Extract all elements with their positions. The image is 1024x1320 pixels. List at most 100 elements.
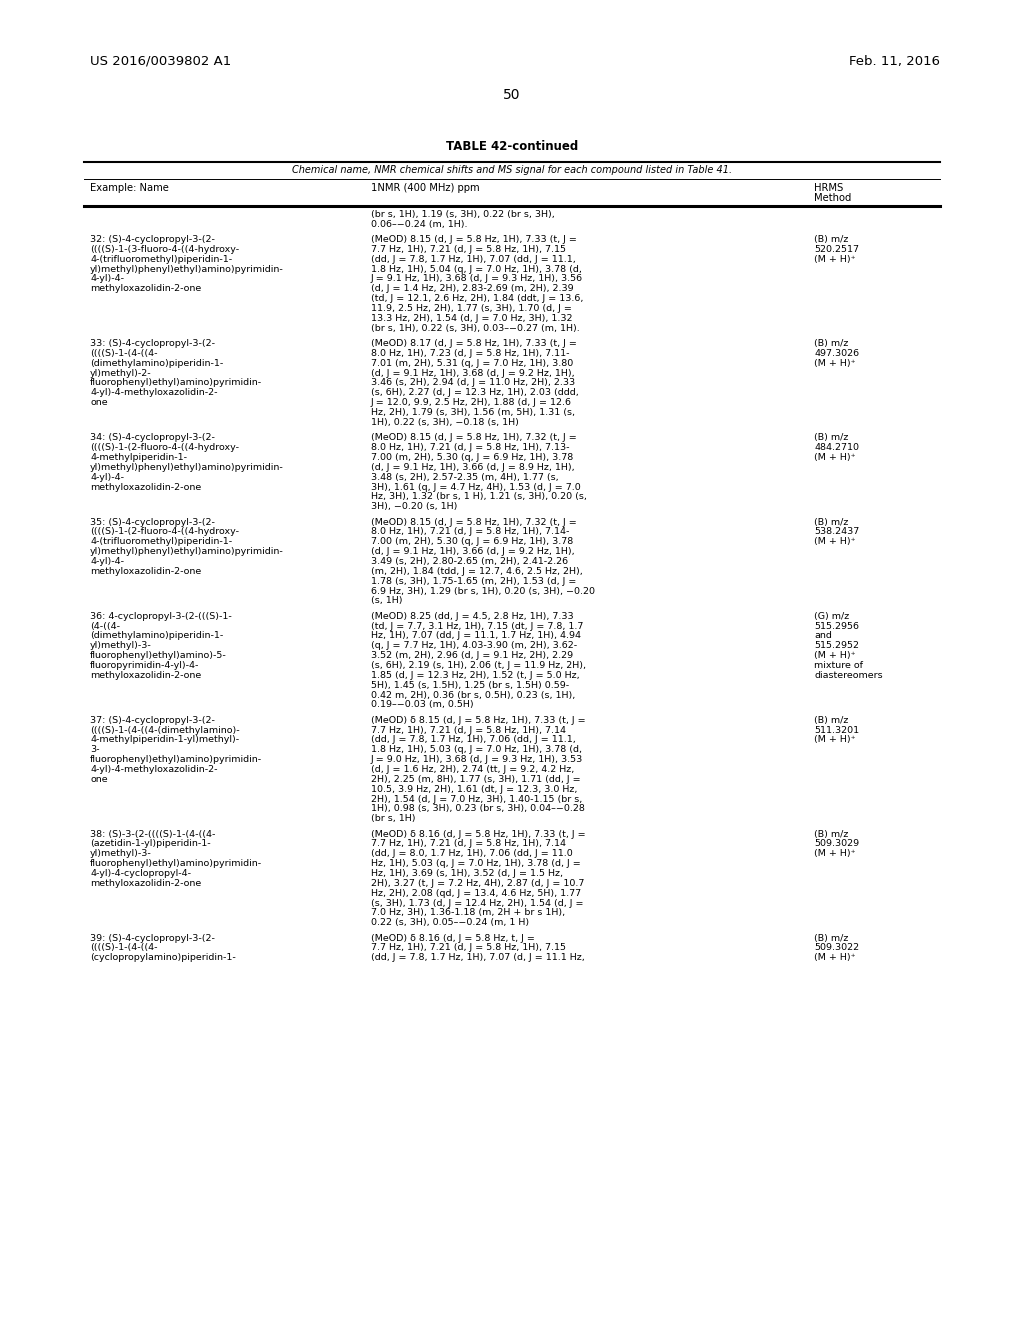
- Text: 32: (S)-4-cyclopropyl-3-(2-: 32: (S)-4-cyclopropyl-3-(2-: [90, 235, 215, 244]
- Text: (M + H)⁺: (M + H)⁺: [814, 537, 856, 546]
- Text: 7.7 Hz, 1H), 7.21 (d, J = 5.8 Hz, 1H), 7.15: 7.7 Hz, 1H), 7.21 (d, J = 5.8 Hz, 1H), 7…: [371, 246, 565, 253]
- Text: (s, 6H), 2.27 (d, J = 12.3 Hz, 1H), 2.03 (ddd,: (s, 6H), 2.27 (d, J = 12.3 Hz, 1H), 2.03…: [371, 388, 579, 397]
- Text: (MeOD) 8.17 (d, J = 5.8 Hz, 1H), 7.33 (t, J =: (MeOD) 8.17 (d, J = 5.8 Hz, 1H), 7.33 (t…: [371, 339, 577, 348]
- Text: (br s, 1H), 0.22 (s, 3H), 0.03–−0.27 (m, 1H).: (br s, 1H), 0.22 (s, 3H), 0.03–−0.27 (m,…: [371, 323, 580, 333]
- Text: 515.2952: 515.2952: [814, 642, 859, 651]
- Text: (dd, J = 7.8, 1.7 Hz, 1H), 7.06 (dd, J = 11.1,: (dd, J = 7.8, 1.7 Hz, 1H), 7.06 (dd, J =…: [371, 735, 575, 744]
- Text: (M + H)⁺: (M + H)⁺: [814, 735, 856, 744]
- Text: 7.7 Hz, 1H), 7.21 (d, J = 5.8 Hz, 1H), 7.14: 7.7 Hz, 1H), 7.21 (d, J = 5.8 Hz, 1H), 7…: [371, 840, 565, 849]
- Text: (MeOD) 8.25 (dd, J = 4.5, 2.8 Hz, 1H), 7.33: (MeOD) 8.25 (dd, J = 4.5, 2.8 Hz, 1H), 7…: [371, 611, 573, 620]
- Text: ((((S)-1-(2-fluoro-4-((4-hydroxy-: ((((S)-1-(2-fluoro-4-((4-hydroxy-: [90, 528, 240, 536]
- Text: (G) m/z: (G) m/z: [814, 611, 849, 620]
- Text: (MeOD) δ 8.16 (d, J = 5.8 Hz, 1H), 7.33 (t, J =: (MeOD) δ 8.16 (d, J = 5.8 Hz, 1H), 7.33 …: [371, 829, 586, 838]
- Text: ((((S)-1-(4-((4-: ((((S)-1-(4-((4-: [90, 944, 158, 953]
- Text: 35: (S)-4-cyclopropyl-3-(2-: 35: (S)-4-cyclopropyl-3-(2-: [90, 517, 215, 527]
- Text: Hz, 2H), 1.79 (s, 3H), 1.56 (m, 5H), 1.31 (s,: Hz, 2H), 1.79 (s, 3H), 1.56 (m, 5H), 1.3…: [371, 408, 574, 417]
- Text: (M + H)⁺: (M + H)⁺: [814, 359, 856, 368]
- Text: 13.3 Hz, 2H), 1.54 (d, J = 7.0 Hz, 3H), 1.32: 13.3 Hz, 2H), 1.54 (d, J = 7.0 Hz, 3H), …: [371, 314, 572, 323]
- Text: yl)methyl)-3-: yl)methyl)-3-: [90, 642, 152, 651]
- Text: 7.01 (m, 2H), 5.31 (q, J = 7.0 Hz, 1H), 3.80: 7.01 (m, 2H), 5.31 (q, J = 7.0 Hz, 1H), …: [371, 359, 573, 368]
- Text: 33: (S)-4-cyclopropyl-3-(2-: 33: (S)-4-cyclopropyl-3-(2-: [90, 339, 215, 348]
- Text: methyloxazolidin-2-one: methyloxazolidin-2-one: [90, 566, 202, 576]
- Text: 50: 50: [503, 88, 521, 102]
- Text: (dimethylamino)piperidin-1-: (dimethylamino)piperidin-1-: [90, 631, 223, 640]
- Text: methyloxazolidin-2-one: methyloxazolidin-2-one: [90, 671, 202, 680]
- Text: 1.78 (s, 3H), 1.75-1.65 (m, 2H), 1.53 (d, J =: 1.78 (s, 3H), 1.75-1.65 (m, 2H), 1.53 (d…: [371, 577, 577, 586]
- Text: (B) m/z: (B) m/z: [814, 433, 849, 442]
- Text: 8.0 Hz, 1H), 7.23 (d, J = 5.8 Hz, 1H), 7.11-: 8.0 Hz, 1H), 7.23 (d, J = 5.8 Hz, 1H), 7…: [371, 348, 569, 358]
- Text: (MeOD) 8.15 (d, J = 5.8 Hz, 1H), 7.32 (t, J =: (MeOD) 8.15 (d, J = 5.8 Hz, 1H), 7.32 (t…: [371, 517, 577, 527]
- Text: (M + H)⁺: (M + H)⁺: [814, 453, 856, 462]
- Text: (B) m/z: (B) m/z: [814, 829, 849, 838]
- Text: 1NMR (400 MHz) ppm: 1NMR (400 MHz) ppm: [371, 183, 479, 193]
- Text: 0.42 m, 2H), 0.36 (br s, 0.5H), 0.23 (s, 1H),: 0.42 m, 2H), 0.36 (br s, 0.5H), 0.23 (s,…: [371, 690, 574, 700]
- Text: fluorophenyl)ethyl)amino)pyrimidin-: fluorophenyl)ethyl)amino)pyrimidin-: [90, 859, 262, 869]
- Text: (B) m/z: (B) m/z: [814, 235, 849, 244]
- Text: ((((S)-1-(3-fluoro-4-((4-hydroxy-: ((((S)-1-(3-fluoro-4-((4-hydroxy-: [90, 246, 240, 253]
- Text: (td, J = 12.1, 2.6 Hz, 2H), 1.84 (ddt, J = 13.6,: (td, J = 12.1, 2.6 Hz, 2H), 1.84 (ddt, J…: [371, 294, 583, 304]
- Text: (MeOD) 8.15 (d, J = 5.8 Hz, 1H), 7.32 (t, J =: (MeOD) 8.15 (d, J = 5.8 Hz, 1H), 7.32 (t…: [371, 433, 577, 442]
- Text: (azetidin-1-yl)piperidin-1-: (azetidin-1-yl)piperidin-1-: [90, 840, 211, 849]
- Text: one: one: [90, 775, 108, 784]
- Text: yl)methyl)-2-: yl)methyl)-2-: [90, 368, 152, 378]
- Text: yl)methyl)phenyl)ethyl)amino)pyrimidin-: yl)methyl)phenyl)ethyl)amino)pyrimidin-: [90, 546, 284, 556]
- Text: (d, J = 1.4 Hz, 2H), 2.83-2.69 (m, 2H), 2.39: (d, J = 1.4 Hz, 2H), 2.83-2.69 (m, 2H), …: [371, 284, 573, 293]
- Text: (dd, J = 7.8, 1.7 Hz, 1H), 7.07 (d, J = 11.1 Hz,: (dd, J = 7.8, 1.7 Hz, 1H), 7.07 (d, J = …: [371, 953, 585, 962]
- Text: 7.7 Hz, 1H), 7.21 (d, J = 5.8 Hz, 1H), 7.15: 7.7 Hz, 1H), 7.21 (d, J = 5.8 Hz, 1H), 7…: [371, 944, 565, 953]
- Text: one: one: [90, 399, 108, 407]
- Text: 8.0 Hz, 1H), 7.21 (d, J = 5.8 Hz, 1H), 7.13-: 8.0 Hz, 1H), 7.21 (d, J = 5.8 Hz, 1H), 7…: [371, 444, 569, 451]
- Text: ((((S)-1-(2-fluoro-4-((4-hydroxy-: ((((S)-1-(2-fluoro-4-((4-hydroxy-: [90, 444, 240, 451]
- Text: HRMS: HRMS: [814, 183, 844, 193]
- Text: ((((S)-1-(4-((4-: ((((S)-1-(4-((4-: [90, 348, 158, 358]
- Text: 509.3022: 509.3022: [814, 944, 859, 953]
- Text: (dd, J = 8.0, 1.7 Hz, 1H), 7.06 (dd, J = 11.0: (dd, J = 8.0, 1.7 Hz, 1H), 7.06 (dd, J =…: [371, 849, 572, 858]
- Text: 2H), 2.25 (m, 8H), 1.77 (s, 3H), 1.71 (dd, J =: 2H), 2.25 (m, 8H), 1.77 (s, 3H), 1.71 (d…: [371, 775, 581, 784]
- Text: (MeOD) 8.15 (d, J = 5.8 Hz, 1H), 7.33 (t, J =: (MeOD) 8.15 (d, J = 5.8 Hz, 1H), 7.33 (t…: [371, 235, 577, 244]
- Text: 4-(trifluoromethyl)piperidin-1-: 4-(trifluoromethyl)piperidin-1-: [90, 255, 232, 264]
- Text: fluorophenyl)ethyl)amino)pyrimidin-: fluorophenyl)ethyl)amino)pyrimidin-: [90, 379, 262, 388]
- Text: methyloxazolidin-2-one: methyloxazolidin-2-one: [90, 284, 202, 293]
- Text: diastereomers: diastereomers: [814, 671, 883, 680]
- Text: (M + H)⁺: (M + H)⁺: [814, 255, 856, 264]
- Text: (m, 2H), 1.84 (tdd, J = 12.7, 4.6, 2.5 Hz, 2H),: (m, 2H), 1.84 (tdd, J = 12.7, 4.6, 2.5 H…: [371, 566, 583, 576]
- Text: 3H), −0.20 (s, 1H): 3H), −0.20 (s, 1H): [371, 502, 457, 511]
- Text: (s, 6H), 2.19 (s, 1H), 2.06 (t, J = 11.9 Hz, 2H),: (s, 6H), 2.19 (s, 1H), 2.06 (t, J = 11.9…: [371, 661, 586, 671]
- Text: fluorophenyl)ethyl)amino)-5-: fluorophenyl)ethyl)amino)-5-: [90, 651, 227, 660]
- Text: 511.3201: 511.3201: [814, 726, 859, 734]
- Text: 520.2517: 520.2517: [814, 246, 859, 253]
- Text: 34: (S)-4-cyclopropyl-3-(2-: 34: (S)-4-cyclopropyl-3-(2-: [90, 433, 215, 442]
- Text: (dd, J = 7.8, 1.7 Hz, 1H), 7.07 (dd, J = 11.1,: (dd, J = 7.8, 1.7 Hz, 1H), 7.07 (dd, J =…: [371, 255, 575, 264]
- Text: J = 9.0 Hz, 1H), 3.68 (d, J = 9.3 Hz, 1H), 3.53: J = 9.0 Hz, 1H), 3.68 (d, J = 9.3 Hz, 1H…: [371, 755, 583, 764]
- Text: 39: (S)-4-cyclopropyl-3-(2-: 39: (S)-4-cyclopropyl-3-(2-: [90, 933, 215, 942]
- Text: Hz, 1H), 3.69 (s, 1H), 3.52 (d, J = 1.5 Hz,: Hz, 1H), 3.69 (s, 1H), 3.52 (d, J = 1.5 …: [371, 869, 563, 878]
- Text: 515.2956: 515.2956: [814, 622, 859, 631]
- Text: methyloxazolidin-2-one: methyloxazolidin-2-one: [90, 483, 202, 491]
- Text: 4-yl)-4-: 4-yl)-4-: [90, 473, 124, 482]
- Text: 1.8 Hz, 1H), 5.04 (q, J = 7.0 Hz, 1H), 3.78 (d,: 1.8 Hz, 1H), 5.04 (q, J = 7.0 Hz, 1H), 3…: [371, 264, 582, 273]
- Text: Method: Method: [814, 194, 851, 203]
- Text: Hz, 3H), 1.32 (br s, 1 H), 1.21 (s, 3H), 0.20 (s,: Hz, 3H), 1.32 (br s, 1 H), 1.21 (s, 3H),…: [371, 492, 587, 502]
- Text: methyloxazolidin-2-one: methyloxazolidin-2-one: [90, 879, 202, 888]
- Text: (td, J = 7.7, 3.1 Hz, 1H), 7.15 (dt, J = 7.8, 1.7: (td, J = 7.7, 3.1 Hz, 1H), 7.15 (dt, J =…: [371, 622, 583, 631]
- Text: J = 12.0, 9.9, 2.5 Hz, 2H), 1.88 (d, J = 12.6: J = 12.0, 9.9, 2.5 Hz, 2H), 1.88 (d, J =…: [371, 399, 571, 407]
- Text: Example: Name: Example: Name: [90, 183, 169, 193]
- Text: 4-yl)-4-methyloxazolidin-2-: 4-yl)-4-methyloxazolidin-2-: [90, 766, 218, 774]
- Text: 7.7 Hz, 1H), 7.21 (d, J = 5.8 Hz, 1H), 7.14: 7.7 Hz, 1H), 7.21 (d, J = 5.8 Hz, 1H), 7…: [371, 726, 565, 734]
- Text: and: and: [814, 631, 831, 640]
- Text: (B) m/z: (B) m/z: [814, 339, 849, 348]
- Text: 3H), 1.61 (q, J = 4.7 Hz, 4H), 1.53 (d, J = 7.0: 3H), 1.61 (q, J = 4.7 Hz, 4H), 1.53 (d, …: [371, 483, 581, 491]
- Text: (MeOD) δ 8.15 (d, J = 5.8 Hz, 1H), 7.33 (t, J =: (MeOD) δ 8.15 (d, J = 5.8 Hz, 1H), 7.33 …: [371, 715, 586, 725]
- Text: 36: 4-cyclopropyl-3-(2-(((S)-1-: 36: 4-cyclopropyl-3-(2-(((S)-1-: [90, 611, 231, 620]
- Text: J = 9.1 Hz, 1H), 3.68 (d, J = 9.3 Hz, 1H), 3.56: J = 9.1 Hz, 1H), 3.68 (d, J = 9.3 Hz, 1H…: [371, 275, 583, 284]
- Text: 1.8 Hz, 1H), 5.03 (q, J = 7.0 Hz, 1H), 3.78 (d,: 1.8 Hz, 1H), 5.03 (q, J = 7.0 Hz, 1H), 3…: [371, 746, 582, 754]
- Text: 10.5, 3.9 Hz, 2H), 1.61 (dt, J = 12.3, 3.0 Hz,: 10.5, 3.9 Hz, 2H), 1.61 (dt, J = 12.3, 3…: [371, 784, 578, 793]
- Text: Feb. 11, 2016: Feb. 11, 2016: [849, 55, 940, 69]
- Text: 484.2710: 484.2710: [814, 444, 859, 451]
- Text: fluoropyrimidin-4-yl)-4-: fluoropyrimidin-4-yl)-4-: [90, 661, 200, 671]
- Text: 4-methylpiperidin-1-: 4-methylpiperidin-1-: [90, 453, 187, 462]
- Text: ((((S)-1-(4-((4-(dimethylamino)-: ((((S)-1-(4-((4-(dimethylamino)-: [90, 726, 240, 734]
- Text: (M + H)⁺: (M + H)⁺: [814, 953, 856, 962]
- Text: 6.9 Hz, 3H), 1.29 (br s, 1H), 0.20 (s, 3H), −0.20: 6.9 Hz, 3H), 1.29 (br s, 1H), 0.20 (s, 3…: [371, 586, 595, 595]
- Text: 3-: 3-: [90, 746, 99, 754]
- Text: 1H), 0.22 (s, 3H), −0.18 (s, 1H): 1H), 0.22 (s, 3H), −0.18 (s, 1H): [371, 418, 518, 426]
